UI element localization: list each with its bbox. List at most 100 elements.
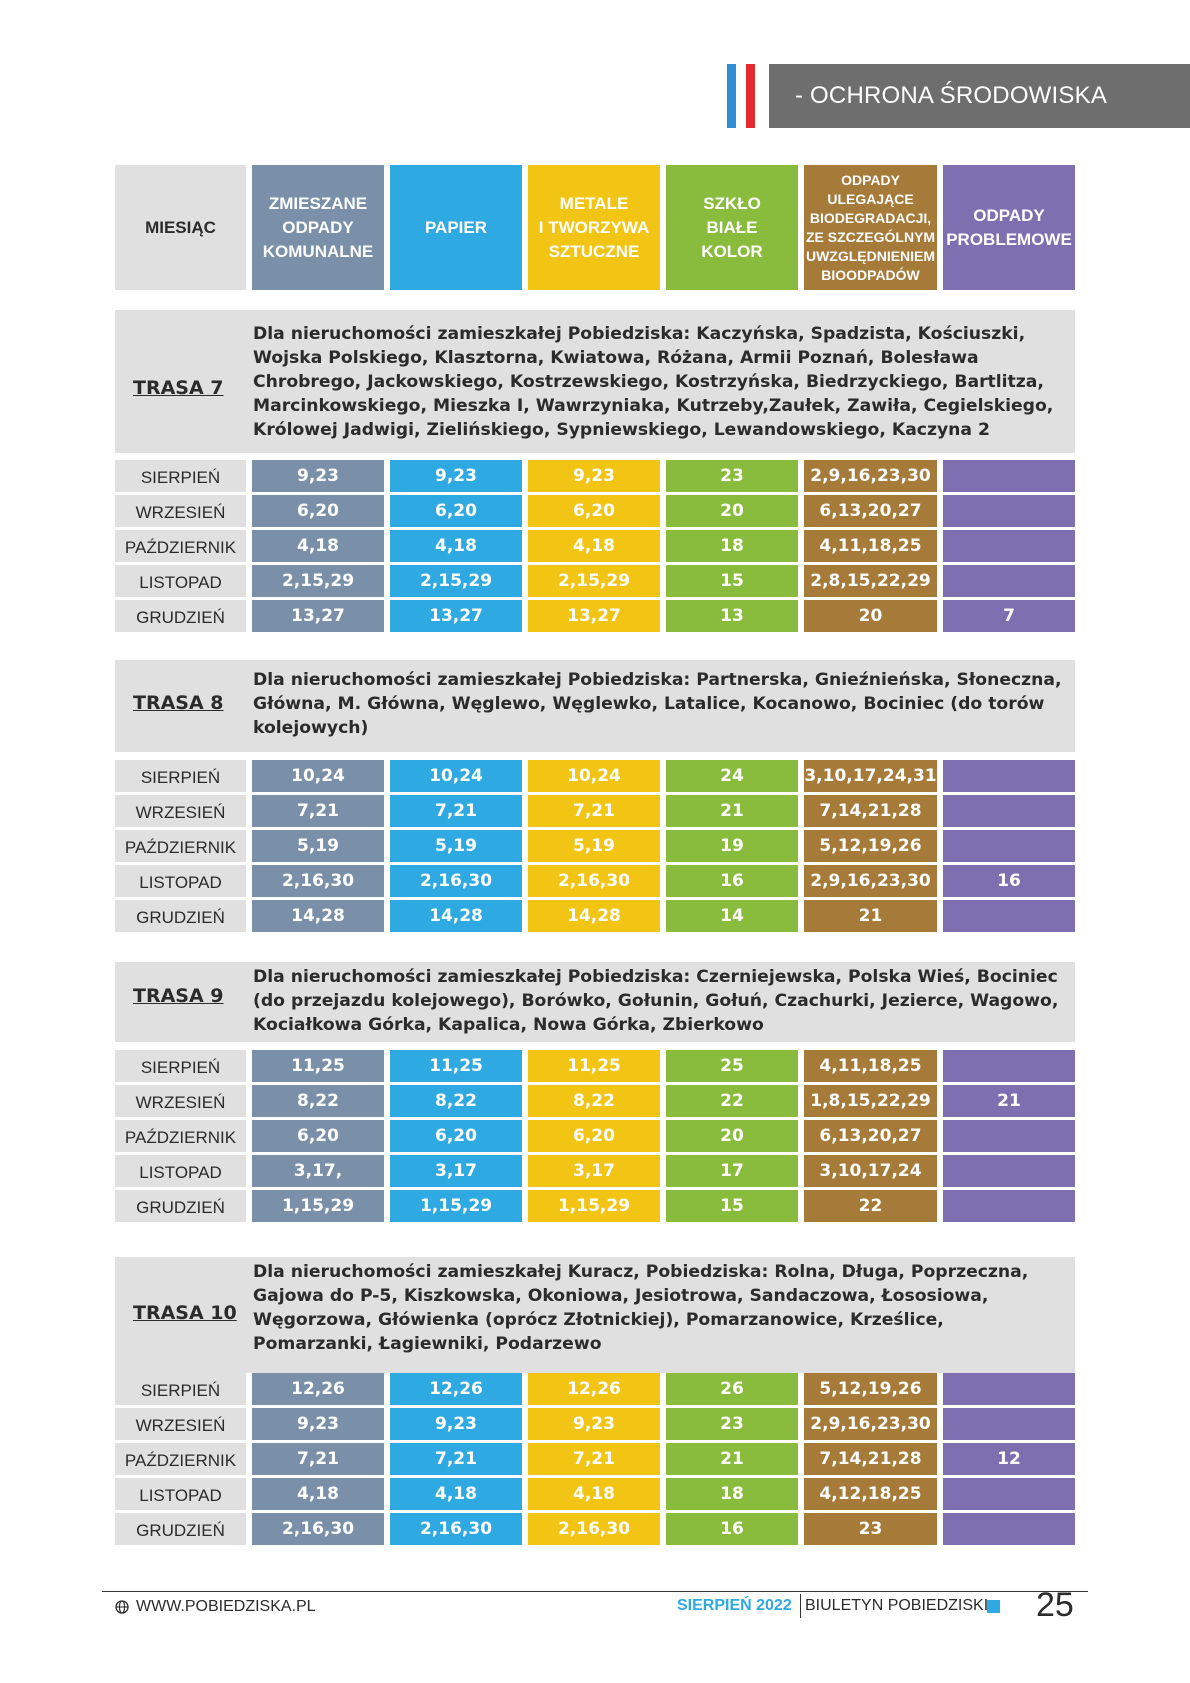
schedule-cell-problem [943, 495, 1075, 527]
month-cell: LISTOPAD [115, 1155, 246, 1187]
footer-square-icon [987, 1600, 1000, 1613]
header-metals-plastics: METALE I TWORZYWA SZTUCZNE [528, 165, 660, 290]
schedule-cell-problem [943, 530, 1075, 562]
schedule-cell-bio: 22 [804, 1190, 937, 1222]
month-cell: GRUDZIEŃ [115, 600, 246, 632]
schedule-cell-bio: 1,8,15,22,29 [804, 1085, 937, 1117]
header-month: MIESIĄC [115, 165, 246, 290]
schedule-cell-glass: 23 [666, 460, 798, 492]
schedule-cell-problem [943, 565, 1075, 597]
route-description: Dla nieruchomości zamieszkałej Pobiedzis… [253, 967, 1059, 1035]
schedule-cell-paper: 5,19 [390, 830, 522, 862]
schedule-cell-glass: 20 [666, 1120, 798, 1152]
schedule-cell-glass: 23 [666, 1408, 798, 1440]
schedule-cell-paper: 9,23 [390, 1408, 522, 1440]
schedule-cell-bio: 6,13,20,27 [804, 495, 937, 527]
schedule-cell-paper: 10,24 [390, 760, 522, 792]
schedule-cell-glass: 18 [666, 1478, 798, 1510]
schedule-cell-glass: 26 [666, 1373, 798, 1405]
schedule-cell-metals: 10,24 [528, 760, 660, 792]
schedule-cell-glass: 16 [666, 1513, 798, 1545]
schedule-cell-bio: 2,9,16,23,30 [804, 460, 937, 492]
schedule-cell-paper: 7,21 [390, 795, 522, 827]
route-label: TRASA 10 [133, 1302, 237, 1324]
schedule-cell-problem [943, 900, 1075, 932]
schedule-cell-glass: 14 [666, 900, 798, 932]
schedule-cell-paper: 8,22 [390, 1085, 522, 1117]
schedule-cell-paper: 2,16,30 [390, 865, 522, 897]
schedule-cell-mixed: 7,21 [252, 795, 384, 827]
route-label: TRASA 8 [133, 692, 224, 714]
schedule-cell-bio: 7,14,21,28 [804, 795, 937, 827]
route-label: TRASA 9 [133, 985, 224, 1007]
schedule-cell-problem [943, 1120, 1075, 1152]
schedule-cell-paper: 7,21 [390, 1443, 522, 1475]
month-cell: WRZESIEŃ [115, 495, 246, 527]
schedule-cell-mixed: 14,28 [252, 900, 384, 932]
schedule-cell-metals: 8,22 [528, 1085, 660, 1117]
month-cell: SIERPIEŃ [115, 760, 246, 792]
route-description: Dla nieruchomości zamieszkałej Pobiedzis… [253, 670, 1062, 738]
schedule-cell-mixed: 1,15,29 [252, 1190, 384, 1222]
schedule-cell-metals: 9,23 [528, 1408, 660, 1440]
schedule-cell-bio: 21 [804, 900, 937, 932]
schedule-cell-problem [943, 460, 1075, 492]
header-mixed-waste: ZMIESZANE ODPADY KOMUNALNE [252, 165, 384, 290]
schedule-cell-problem [943, 1373, 1075, 1405]
schedule-cell-problem [943, 1190, 1075, 1222]
header-paper: PAPIER [390, 165, 522, 290]
schedule-cell-mixed: 6,20 [252, 1120, 384, 1152]
schedule-cell-bio: 2,9,16,23,30 [804, 865, 937, 897]
schedule-cell-metals: 4,18 [528, 530, 660, 562]
schedule-cell-paper: 6,20 [390, 495, 522, 527]
schedule-cell-bio: 5,12,19,26 [804, 1373, 937, 1405]
schedule-cell-problem [943, 1050, 1075, 1082]
schedule-cell-metals: 1,15,29 [528, 1190, 660, 1222]
schedule-cell-glass: 20 [666, 495, 798, 527]
schedule-cell-metals: 7,21 [528, 795, 660, 827]
month-cell: PAŹDZIERNIK [115, 830, 246, 862]
schedule-cell-metals: 5,19 [528, 830, 660, 862]
month-cell: GRUDZIEŃ [115, 1513, 246, 1545]
month-cell: WRZESIEŃ [115, 1085, 246, 1117]
month-cell: PAŹDZIERNIK [115, 530, 246, 562]
month-cell: WRZESIEŃ [115, 795, 246, 827]
schedule-cell-paper: 2,15,29 [390, 565, 522, 597]
schedule-cell-glass: 24 [666, 760, 798, 792]
schedule-cell-bio: 20 [804, 600, 937, 632]
schedule-cell-problem [943, 1513, 1075, 1545]
month-cell: PAŹDZIERNIK [115, 1443, 246, 1475]
route-info-box [115, 1257, 1075, 1373]
month-cell: SIERPIEŃ [115, 460, 246, 492]
schedule-cell-problem: 16 [943, 865, 1075, 897]
schedule-cell-paper: 1,15,29 [390, 1190, 522, 1222]
schedule-cell-paper: 11,25 [390, 1050, 522, 1082]
schedule-cell-bio: 4,11,18,25 [804, 1050, 937, 1082]
schedule-cell-metals: 2,16,30 [528, 1513, 660, 1545]
globe-icon [115, 1600, 129, 1614]
schedule-cell-metals: 3,17 [528, 1155, 660, 1187]
schedule-cell-glass: 15 [666, 1190, 798, 1222]
accent-stripe-red [746, 64, 755, 128]
schedule-cell-glass: 22 [666, 1085, 798, 1117]
schedule-cell-bio: 2,9,16,23,30 [804, 1408, 937, 1440]
schedule-cell-mixed: 7,21 [252, 1443, 384, 1475]
schedule-cell-mixed: 2,16,30 [252, 865, 384, 897]
footer-date: SIERPIEŃ 2022 [677, 1597, 792, 1614]
route-info-box [115, 962, 1075, 1042]
schedule-cell-mixed: 10,24 [252, 760, 384, 792]
month-cell: GRUDZIEŃ [115, 900, 246, 932]
schedule-cell-paper: 13,27 [390, 600, 522, 632]
schedule-cell-metals: 2,16,30 [528, 865, 660, 897]
schedule-cell-glass: 18 [666, 530, 798, 562]
footer-website[interactable]: WWW.POBIEDZISKA.PL [115, 1598, 316, 1616]
schedule-cell-glass: 21 [666, 1443, 798, 1475]
footer-website-text[interactable]: WWW.POBIEDZISKA.PL [136, 1598, 316, 1615]
schedule-cell-mixed: 4,18 [252, 1478, 384, 1510]
schedule-cell-metals: 14,28 [528, 900, 660, 932]
schedule-cell-bio: 23 [804, 1513, 937, 1545]
header-biodegradable: ODPADY ULEGAJĄCE BIODEGRADACJI, ZE SZCZE… [804, 165, 937, 290]
schedule-cell-metals: 6,20 [528, 1120, 660, 1152]
schedule-cell-paper: 3,17 [390, 1155, 522, 1187]
schedule-cell-mixed: 6,20 [252, 495, 384, 527]
